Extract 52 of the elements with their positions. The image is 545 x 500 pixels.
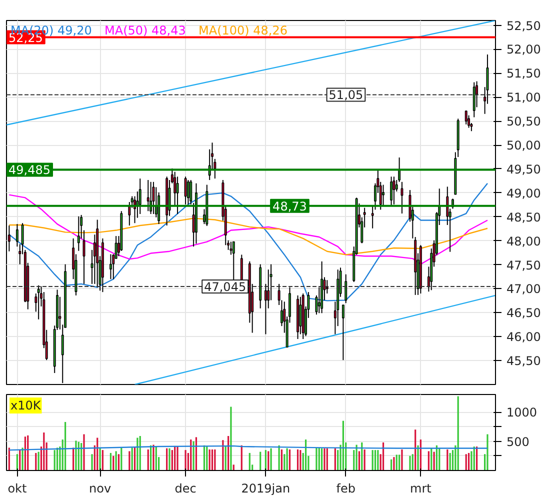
y-tick-label: 1000 [506, 406, 538, 420]
ref-line-label: 48,73 [272, 199, 307, 214]
y-tick-label: 49,50 [506, 162, 541, 176]
candlestick [152, 181, 155, 214]
y-tick-label: 52,50 [506, 18, 541, 33]
candlestick [264, 283, 267, 335]
y-tick-label: 47,50 [506, 258, 541, 272]
y-tick-label: 48,00 [506, 234, 541, 248]
candlestick [186, 179, 190, 205]
y-tick-label: 45,50 [506, 354, 541, 368]
y-tick-label: 46,00 [506, 330, 541, 344]
y-tick-label: 50,50 [506, 114, 541, 129]
ref-line-label: 49,485 [8, 163, 50, 178]
x-tick-label: okt [8, 482, 27, 496]
candlestick [371, 205, 374, 229]
candlestick [77, 216, 80, 252]
candlestick [138, 178, 142, 214]
y-tick-label: 50,00 [506, 138, 541, 153]
ref-line-label: 47,045 [204, 280, 246, 294]
y-tick-label: 51,00 [506, 90, 541, 105]
annotation: x10K [10, 398, 42, 412]
candlestick [400, 181, 404, 214]
y-tick-label: 49,00 [506, 186, 541, 200]
text: MA(100) 48,26 [198, 24, 288, 38]
candlestick [109, 254, 112, 280]
candlestick [16, 224, 18, 248]
candlestick [390, 176, 393, 206]
y-tick-label: 52,00 [506, 42, 541, 57]
x-tick-label: 2019jan [241, 482, 290, 496]
x-tick-label: feb [336, 482, 356, 496]
candlestick [464, 110, 468, 125]
candlestick [184, 176, 187, 205]
candlestick [468, 114, 470, 128]
y-tick-label: 51,50 [506, 66, 541, 81]
candlestick [146, 179, 150, 212]
y-tick-label: 46,50 [506, 306, 541, 320]
y-tick-label: 500 [506, 434, 530, 449]
y-tick-label: 48,50 [506, 210, 541, 224]
candlestick [472, 82, 476, 118]
x-tick-label: nov [89, 482, 112, 496]
candlestick [299, 296, 302, 335]
line-series [8, 194, 488, 265]
candlestick [382, 184, 384, 206]
ref-line-label: 51,05 [328, 88, 364, 102]
x-tick-label: mrt [410, 482, 432, 496]
candlestick [344, 274, 348, 304]
candlestick [37, 284, 40, 320]
y-tick-label: 47,00 [506, 282, 541, 296]
candlestick [342, 304, 344, 361]
text: MA(50) 48,43 [104, 24, 186, 38]
candlestick [392, 176, 396, 205]
x-tick-label: dec [174, 482, 196, 496]
